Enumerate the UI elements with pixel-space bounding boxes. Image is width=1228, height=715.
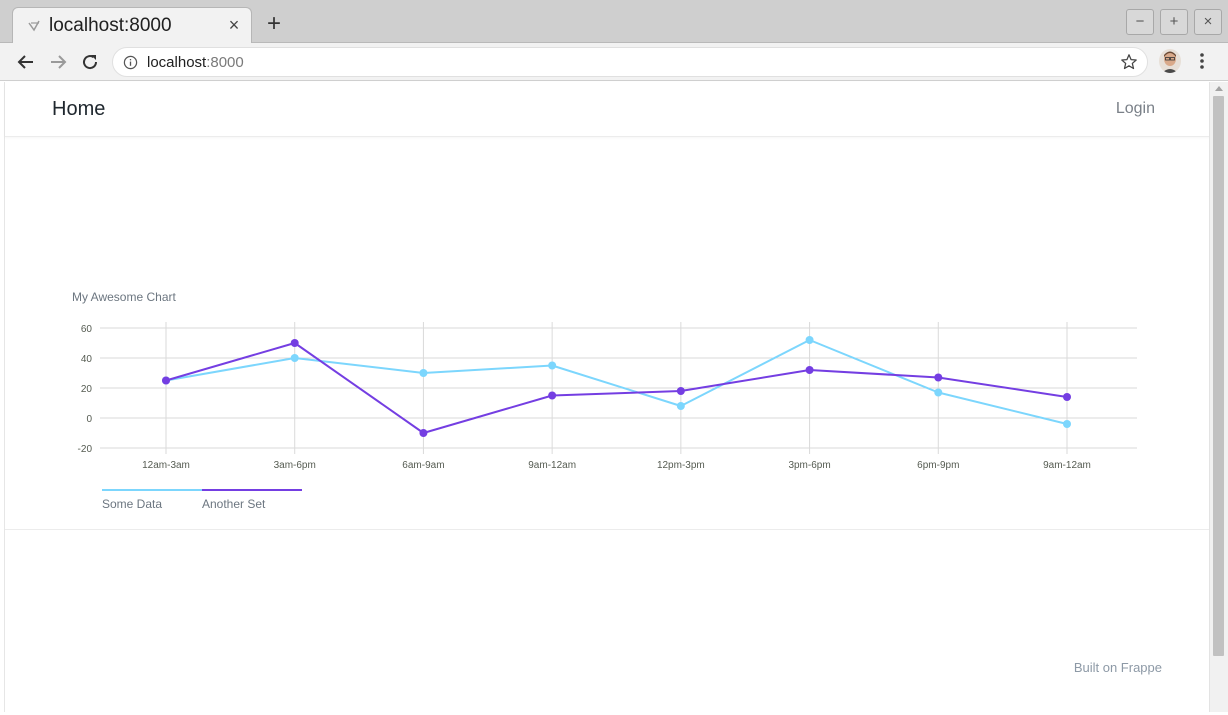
section-divider — [5, 529, 1210, 530]
home-link[interactable]: Home — [52, 98, 106, 120]
tab-title: localhost:8000 — [49, 15, 172, 36]
login-link[interactable]: Login — [1115, 100, 1155, 117]
maximize-button[interactable]: + — [1160, 9, 1188, 35]
page-viewport: Home Login Built on Frappe — [4, 82, 1210, 712]
minimize-button[interactable]: − — [1126, 9, 1154, 35]
close-window-button[interactable]: × — [1194, 9, 1222, 35]
browser-toolbar: localhost:8000 — [0, 43, 1228, 81]
legend-label-some-data: Some Data — [102, 497, 163, 511]
legend-label-another-set: Another Set — [202, 497, 266, 511]
browser-menu-icon[interactable] — [1192, 50, 1212, 72]
page-favicon-icon — [28, 20, 40, 32]
scroll-up-arrow-icon[interactable] — [1215, 86, 1223, 91]
address-bar[interactable]: localhost:8000 — [112, 47, 1148, 77]
profile-avatar[interactable] — [1159, 49, 1181, 73]
page-scrollbar[interactable] — [1209, 82, 1228, 712]
browser-titlebar: localhost:8000 × + − + × — [0, 0, 1228, 44]
back-arrow-icon[interactable] — [14, 50, 38, 74]
chart-title: My Awesome Chart — [72, 290, 176, 304]
new-tab-button[interactable]: + — [266, 10, 281, 37]
bookmark-star-icon[interactable] — [1120, 53, 1138, 71]
tab-close-icon[interactable]: × — [228, 15, 240, 35]
scrollbar-thumb[interactable] — [1213, 96, 1224, 656]
url-text[interactable]: localhost:8000 — [147, 54, 244, 71]
forward-arrow-icon[interactable] — [46, 50, 70, 74]
browser-tab[interactable]: localhost:8000 × — [12, 7, 252, 44]
site-navbar: Home Login — [5, 82, 1210, 137]
footer-credit-link[interactable]: Built on Frappe — [1073, 660, 1162, 675]
reload-icon[interactable] — [78, 50, 102, 74]
info-icon[interactable] — [123, 55, 138, 70]
